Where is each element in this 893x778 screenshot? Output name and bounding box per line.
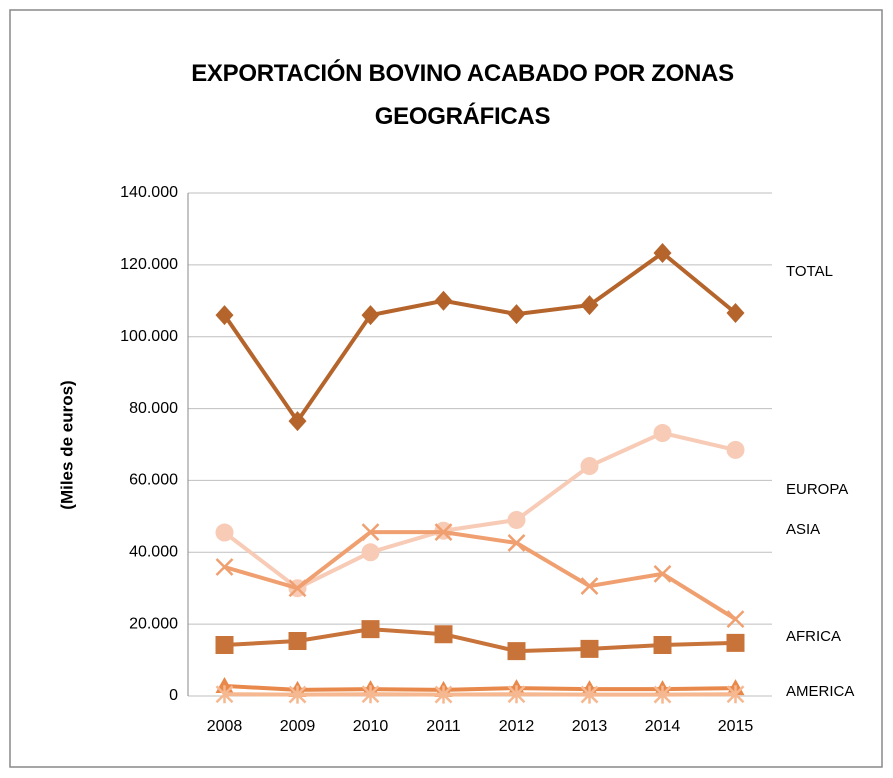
point <box>653 243 672 264</box>
point <box>653 564 672 583</box>
point <box>507 534 526 552</box>
point <box>434 625 453 644</box>
y-tick-label: 80.000 <box>129 400 178 417</box>
point <box>215 558 234 576</box>
y-tick-label: 40.000 <box>129 544 178 561</box>
point <box>580 457 599 476</box>
series-line <box>224 683 736 692</box>
point <box>507 510 526 529</box>
series-line <box>222 250 737 425</box>
y-tick-label: 140.000 <box>120 184 178 201</box>
series-label: AFRICA <box>786 628 841 645</box>
point <box>726 633 745 652</box>
point <box>726 685 745 704</box>
point <box>361 305 380 326</box>
point <box>653 424 672 443</box>
point <box>653 635 672 654</box>
point <box>580 685 599 704</box>
y-axis-label: (Miles de euros) <box>57 380 76 509</box>
point <box>726 610 745 628</box>
point <box>580 577 599 595</box>
series-line <box>223 530 737 621</box>
point <box>653 685 672 704</box>
x-tick-label: 2013 <box>572 718 608 735</box>
x-tick-label: 2009 <box>280 718 316 735</box>
series-label: ASIA <box>786 521 820 538</box>
x-tick-label: 2008 <box>207 718 243 735</box>
point <box>361 543 380 562</box>
point <box>288 632 307 651</box>
point <box>288 411 307 432</box>
series-label: AMERICA <box>786 683 854 700</box>
point <box>434 685 453 704</box>
series-label: EUROPA <box>786 481 848 498</box>
point <box>215 523 234 542</box>
y-tick-label: 60.000 <box>129 472 178 489</box>
x-tick-label: 2012 <box>499 718 535 735</box>
point <box>215 635 234 654</box>
x-tick-label: 2014 <box>645 718 681 735</box>
x-tick-label: 2015 <box>718 718 754 735</box>
series-label: TOTAL <box>786 263 833 280</box>
point <box>434 290 453 311</box>
chart-title: EXPORTACIÓN BOVINO ACABADO POR ZONAS GEO… <box>191 60 734 130</box>
point <box>215 305 234 326</box>
y-tick-label: 100.000 <box>120 328 178 345</box>
point <box>726 303 745 324</box>
point <box>580 639 599 658</box>
point <box>361 620 380 639</box>
point <box>507 304 526 325</box>
x-tick-label: 2011 <box>426 718 461 735</box>
point <box>507 642 526 661</box>
x-tick-label: 2010 <box>353 718 389 735</box>
point <box>434 523 453 542</box>
point <box>288 685 307 704</box>
series-line <box>223 430 736 591</box>
point <box>288 579 307 598</box>
frame <box>9 9 883 768</box>
point <box>215 685 234 704</box>
y-tick-label: 20.000 <box>129 615 178 632</box>
point <box>580 295 599 316</box>
y-tick-label: 0 <box>169 687 178 704</box>
point <box>726 440 745 459</box>
series-line <box>224 627 736 654</box>
point <box>507 685 526 704</box>
point <box>361 685 380 704</box>
point <box>361 523 380 542</box>
y-tick-label: 120.000 <box>120 256 178 273</box>
